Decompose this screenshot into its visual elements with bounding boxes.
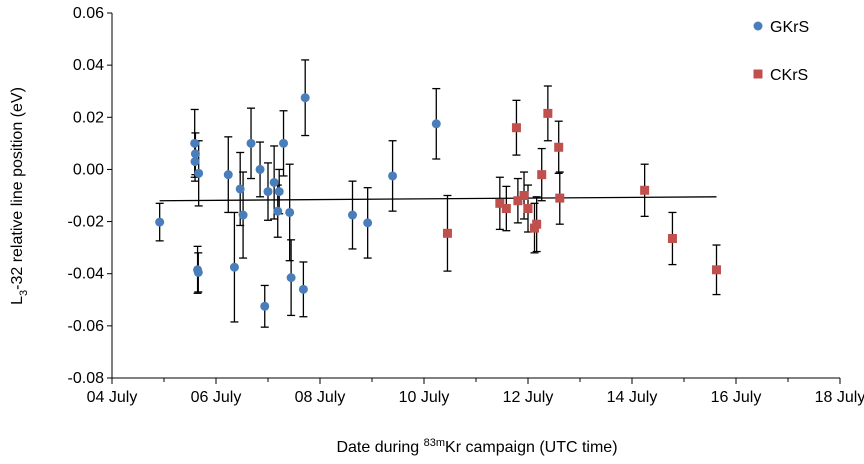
- y-tick-label: 0.00: [73, 161, 104, 178]
- data-point-gkrs: [155, 217, 165, 227]
- data-point-ckrs: [537, 170, 547, 180]
- legend-marker-ckrs: [753, 69, 763, 79]
- x-tick-label: 06 July: [191, 389, 242, 406]
- legend: GKrS CKrS: [753, 19, 809, 84]
- x-tick-label: 16 July: [711, 389, 762, 406]
- data-point-gkrs: [279, 138, 289, 148]
- data-point-ckrs: [501, 204, 511, 214]
- data-point-ckrs: [554, 142, 564, 152]
- trendline: [159, 196, 717, 202]
- data-point-ckrs: [519, 191, 529, 200]
- data-point-gkrs: [300, 93, 310, 103]
- data-point-gkrs: [223, 170, 233, 180]
- y-tick-label: -0.02: [68, 214, 105, 231]
- x-tick-label: 04 July: [87, 389, 138, 406]
- y-axis-title: L3-32 relative line position (eV): [9, 87, 30, 305]
- y-tick-label: 0.06: [73, 5, 104, 22]
- data-point-ckrs: [495, 198, 505, 208]
- data-point-ckrs: [532, 219, 542, 229]
- data-point-gkrs: [274, 187, 284, 197]
- data-point-gkrs: [286, 273, 296, 283]
- y-tick-label: 0.02: [73, 109, 104, 126]
- data-point-gkrs: [388, 171, 398, 181]
- x-tick-label: 18 July: [815, 389, 864, 406]
- data-point-ckrs: [442, 228, 452, 238]
- x-tick-label: 12 July: [503, 389, 554, 406]
- data-point-gkrs: [190, 149, 200, 159]
- x-tick-label: 14 July: [607, 389, 658, 406]
- data-point-gkrs: [238, 210, 248, 220]
- x-axis-title: Date during 83mKr campaign (UTC time): [336, 437, 617, 456]
- data-point-ckrs: [712, 265, 721, 275]
- x-tick-label: 08 July: [295, 389, 346, 406]
- y-tick-label: 0.04: [73, 57, 104, 74]
- data-point-gkrs: [235, 184, 245, 194]
- data-point-gkrs: [298, 284, 308, 294]
- legend-label-gkrs: GKrS: [770, 19, 809, 36]
- data-point-ckrs: [543, 108, 553, 118]
- data-point-ckrs: [523, 204, 533, 214]
- legend-label-ckrs: CKrS: [770, 67, 808, 84]
- data-point-ckrs: [667, 234, 677, 244]
- data-point-gkrs: [193, 267, 203, 277]
- data-point-gkrs: [269, 177, 279, 187]
- data-point-ckrs: [555, 193, 565, 203]
- legend-marker-gkrs: [753, 21, 763, 31]
- data-point-gkrs: [194, 168, 204, 178]
- y-tick-label: -0.08: [68, 370, 105, 387]
- data-point-gkrs: [348, 210, 357, 220]
- data-point-gkrs: [260, 301, 270, 311]
- data-point-ckrs: [511, 123, 521, 133]
- data-point-gkrs: [255, 164, 265, 174]
- data-point-gkrs: [229, 262, 239, 272]
- x-tick-label: 10 July: [399, 389, 450, 406]
- data-point-gkrs: [363, 218, 373, 228]
- y-tick-label: -0.04: [68, 266, 105, 283]
- data-point-ckrs: [640, 185, 650, 195]
- data-point-gkrs: [263, 187, 273, 197]
- data-point-gkrs: [285, 207, 295, 217]
- data-point-ckrs: [513, 196, 523, 206]
- data-point-gkrs: [431, 119, 441, 129]
- data-point-gkrs: [273, 206, 283, 216]
- data-point-gkrs: [190, 157, 200, 167]
- data-point-gkrs: [246, 138, 256, 148]
- data-point-gkrs: [190, 138, 200, 148]
- y-tick-label: -0.06: [68, 318, 105, 335]
- plot-area: 0.06 0.04 0.02 0.00 -0.02 -0.04 -0.06 -0.08 04 J…: [68, 5, 864, 406]
